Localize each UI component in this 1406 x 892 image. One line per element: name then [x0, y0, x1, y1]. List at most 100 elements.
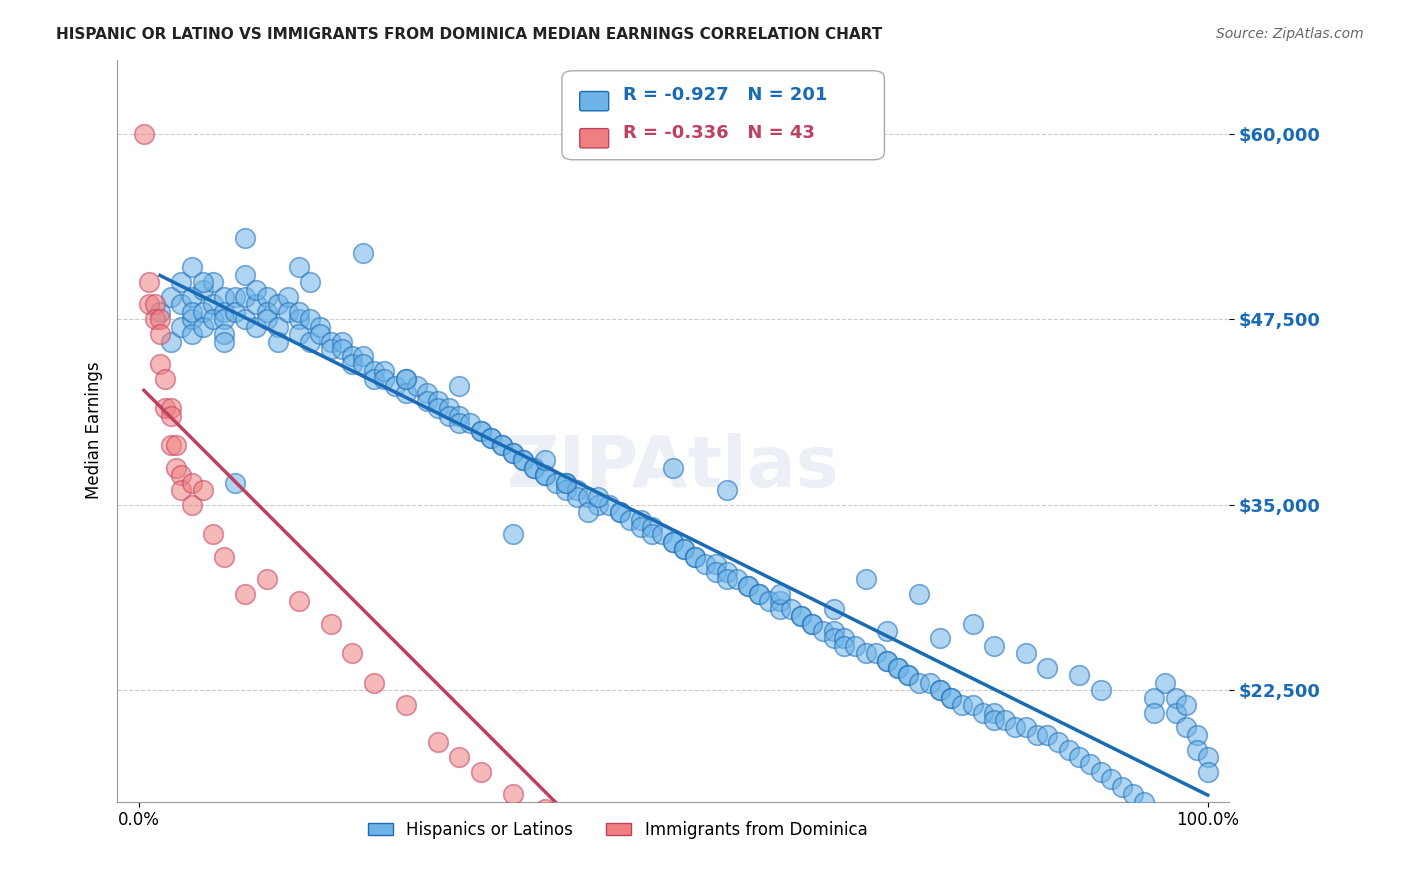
Point — [769, 594, 792, 608]
Point — [449, 409, 471, 423]
Point — [235, 230, 257, 244]
Point — [983, 713, 1005, 727]
Point — [1015, 646, 1038, 660]
Point — [224, 290, 246, 304]
Point — [181, 290, 204, 304]
Point — [405, 379, 427, 393]
Point — [588, 498, 610, 512]
Point — [662, 534, 685, 549]
Point — [143, 312, 166, 326]
Text: R = -0.927   N = 201: R = -0.927 N = 201 — [606, 87, 811, 104]
Point — [886, 661, 908, 675]
Point — [202, 527, 225, 541]
Point — [149, 357, 172, 371]
Point — [1069, 750, 1091, 764]
Point — [202, 297, 225, 311]
Text: Source: ZipAtlas.com: Source: ZipAtlas.com — [1216, 27, 1364, 41]
Point — [212, 290, 235, 304]
Point — [159, 290, 181, 304]
Point — [1197, 750, 1219, 764]
Point — [672, 542, 695, 557]
Point — [479, 431, 502, 445]
Point — [352, 357, 374, 371]
Point — [1154, 676, 1177, 690]
Point — [298, 275, 321, 289]
Point — [212, 334, 235, 349]
Point — [191, 319, 214, 334]
Point — [502, 446, 524, 460]
Point — [309, 319, 332, 334]
Point — [716, 565, 738, 579]
Point — [908, 676, 931, 690]
Point — [149, 305, 172, 319]
Point — [352, 245, 374, 260]
Point — [662, 534, 685, 549]
Point — [449, 416, 471, 430]
Point — [165, 438, 187, 452]
Point — [1015, 720, 1038, 734]
Point — [277, 305, 299, 319]
Point — [165, 460, 187, 475]
Point — [716, 572, 738, 586]
Point — [288, 312, 311, 326]
Point — [170, 468, 193, 483]
Point — [266, 319, 288, 334]
Text: R = -0.927   N = 201: R = -0.927 N = 201 — [623, 87, 828, 104]
Point — [609, 505, 631, 519]
Point — [298, 334, 321, 349]
Point — [266, 297, 288, 311]
Point — [555, 824, 578, 838]
Point — [801, 616, 824, 631]
Point — [470, 424, 492, 438]
Point — [437, 401, 460, 416]
Point — [426, 393, 449, 408]
Point — [1069, 668, 1091, 682]
Point — [352, 350, 374, 364]
Point — [373, 364, 395, 378]
Point — [662, 460, 685, 475]
Point — [983, 639, 1005, 653]
Point — [576, 505, 599, 519]
FancyBboxPatch shape — [579, 128, 609, 148]
Point — [181, 312, 204, 326]
Point — [277, 290, 299, 304]
Y-axis label: Median Earnings: Median Earnings — [86, 362, 103, 500]
Point — [704, 565, 727, 579]
Point — [1078, 757, 1101, 772]
Point — [534, 468, 557, 483]
Point — [170, 483, 193, 497]
Point — [212, 327, 235, 342]
Point — [373, 371, 395, 385]
Point — [962, 698, 984, 712]
Point — [256, 572, 278, 586]
FancyBboxPatch shape — [579, 92, 609, 111]
Point — [1197, 764, 1219, 779]
Point — [1004, 720, 1026, 734]
Point — [502, 527, 524, 541]
Text: R = -0.336   N = 43: R = -0.336 N = 43 — [606, 120, 799, 137]
Point — [630, 520, 652, 534]
Point — [704, 557, 727, 571]
Point — [342, 357, 364, 371]
Point — [256, 312, 278, 326]
Point — [683, 891, 706, 892]
Point — [683, 549, 706, 564]
Point — [224, 305, 246, 319]
Point — [449, 750, 471, 764]
Point — [1122, 787, 1144, 801]
Point — [823, 601, 845, 615]
Point — [823, 632, 845, 646]
Point — [972, 706, 994, 720]
Point — [1090, 764, 1112, 779]
Point — [288, 594, 311, 608]
Point — [212, 312, 235, 326]
Point — [149, 327, 172, 342]
Point — [235, 587, 257, 601]
Point — [149, 312, 172, 326]
Point — [170, 275, 193, 289]
Point — [598, 498, 620, 512]
Point — [245, 297, 267, 311]
Point — [502, 446, 524, 460]
Point — [342, 646, 364, 660]
Point — [202, 275, 225, 289]
